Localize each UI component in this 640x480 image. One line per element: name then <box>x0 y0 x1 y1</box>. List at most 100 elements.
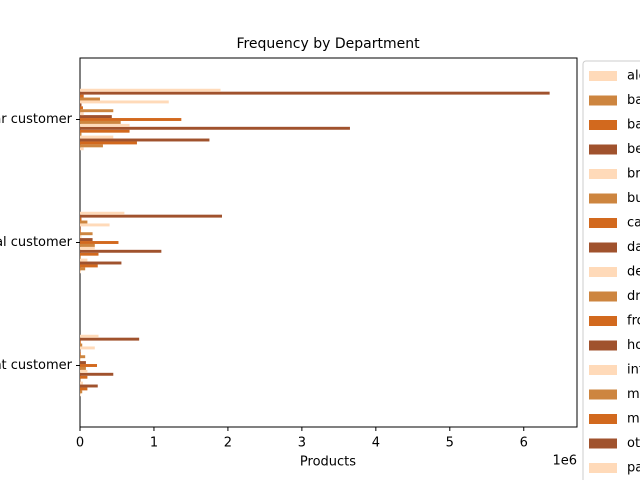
bar <box>80 384 98 388</box>
legend-swatch <box>589 169 617 179</box>
bar <box>80 229 81 233</box>
legend-label: missing <box>627 412 640 427</box>
legend-label: beverages <box>627 142 640 157</box>
legend-swatch <box>589 144 617 155</box>
bar <box>80 375 88 379</box>
legend-label: bulk <box>627 191 640 206</box>
chart-title: Frequency by Department <box>236 36 420 52</box>
x-axis-label: Products <box>300 455 356 470</box>
legend-label: canned goods <box>627 216 640 231</box>
bar <box>80 217 82 221</box>
bar <box>80 223 110 227</box>
bar <box>80 340 81 344</box>
legend-swatch <box>589 242 617 253</box>
bar <box>80 258 88 262</box>
bar <box>80 249 162 253</box>
legend-label: pantry <box>627 461 640 476</box>
x-tick-label: 5 <box>446 436 454 451</box>
bar <box>80 97 100 101</box>
bar <box>80 88 221 92</box>
bar <box>80 372 114 376</box>
bar <box>80 120 121 124</box>
bar <box>80 241 119 244</box>
legend-swatch <box>589 463 617 473</box>
legend-label: household <box>627 338 640 353</box>
x-tick-label: 6 <box>520 436 528 451</box>
bar <box>80 123 130 127</box>
bar <box>80 235 82 239</box>
legend-swatch <box>589 414 617 424</box>
legend-label: deli <box>627 265 640 280</box>
bar <box>80 366 86 370</box>
bar <box>80 103 82 107</box>
bar <box>80 343 83 347</box>
bar <box>80 387 88 391</box>
x-tick-label: 4 <box>372 436 380 451</box>
bar <box>80 226 81 230</box>
y-tick-label: Loyal customer <box>0 235 73 250</box>
bar <box>80 147 84 151</box>
bar <box>80 364 98 367</box>
legend-label: bakery <box>627 118 640 133</box>
legend-swatch <box>589 316 617 326</box>
bar <box>80 337 140 341</box>
bar <box>80 255 81 259</box>
bar <box>80 267 86 271</box>
legend-swatch <box>589 291 617 302</box>
bar <box>80 118 182 121</box>
y-tick-label: Regular customer <box>0 112 73 127</box>
bar <box>80 355 86 359</box>
legend-swatch <box>589 389 617 400</box>
bar <box>80 115 112 119</box>
bar <box>80 135 114 139</box>
legend-swatch <box>589 193 617 204</box>
legend-label: babies <box>627 93 640 108</box>
plot-frame <box>79 57 578 428</box>
legend-swatch <box>589 365 617 375</box>
bar <box>80 252 99 256</box>
bar <box>80 334 99 338</box>
bar <box>80 352 81 356</box>
bar <box>80 243 95 247</box>
x-tick-label: 3 <box>298 436 306 451</box>
legend-label: dry goods pasta <box>627 289 640 304</box>
legend-swatch <box>589 71 617 81</box>
bar <box>80 126 350 130</box>
bar <box>80 132 82 136</box>
bar <box>80 232 93 236</box>
legend-label: meat seafood <box>627 387 640 402</box>
x-offset-label: 1e6 <box>552 454 577 469</box>
bar <box>80 112 84 116</box>
bar <box>80 270 81 274</box>
bar <box>80 94 84 98</box>
bar <box>80 369 88 373</box>
bar <box>80 361 86 365</box>
bar <box>80 264 98 268</box>
legend-swatch <box>589 267 617 277</box>
bar <box>80 346 95 350</box>
legend-swatch <box>589 218 617 228</box>
legend-label: frozen <box>627 314 640 329</box>
legend-label: other <box>627 436 640 451</box>
bar <box>80 91 550 95</box>
bar <box>80 109 114 113</box>
bar <box>80 144 103 148</box>
bar <box>80 211 125 215</box>
bar <box>80 358 81 362</box>
bar <box>80 220 88 224</box>
legend-swatch <box>589 120 617 130</box>
bar <box>80 261 122 265</box>
bar <box>80 100 169 104</box>
legend-swatch <box>589 438 617 449</box>
legend-swatch <box>589 95 617 106</box>
bar <box>80 393 81 397</box>
y-tick-label: Frequent customer <box>0 358 73 373</box>
legend-label: international <box>627 363 640 378</box>
bar <box>80 129 130 133</box>
legend-label: dairy eggs <box>627 240 640 255</box>
x-tick-label: 2 <box>224 436 232 451</box>
bar <box>80 381 83 385</box>
bar <box>80 214 222 218</box>
